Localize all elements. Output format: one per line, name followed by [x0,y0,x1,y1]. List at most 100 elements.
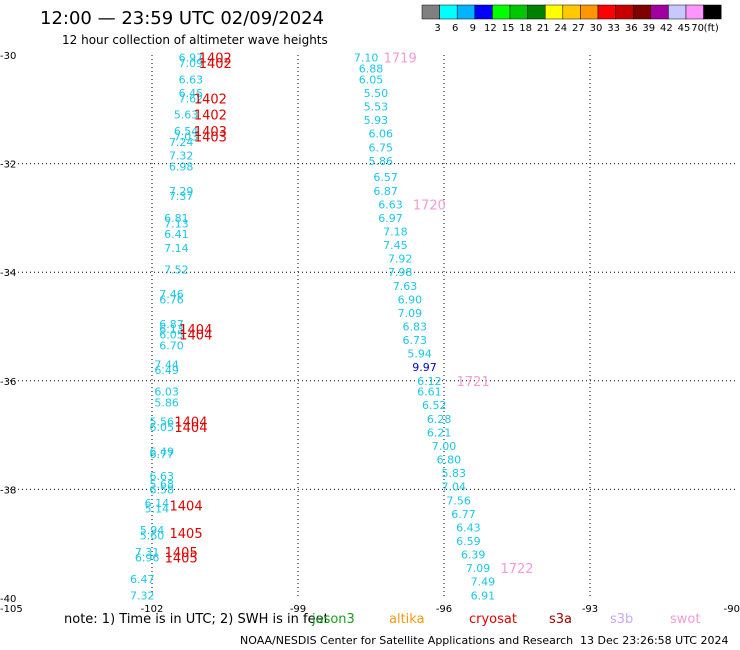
colorbar-tick-label: 30 [590,23,603,34]
grid [6,55,736,598]
pass-time-label: 1403 [194,130,227,145]
swh-value-label: 5.93 [364,114,389,127]
swh-value-label: 7.56 [446,494,471,507]
swh-value-label: 6.90 [398,293,423,306]
colorbar-tick-label: 45 [678,23,691,34]
swh-value-label: 6.41 [164,228,189,241]
swh-value-label: 6.05 [159,329,184,342]
swh-value-label: 6.73 [403,334,428,347]
swh-value-label: 5.83 [441,467,466,480]
pass-time-label: 1402 [199,57,232,72]
swh-value-label: 7.13 [164,217,189,230]
colorbar-tick-label: 33 [607,23,620,34]
swh-value-label: 6.05 [149,421,174,434]
swh-value-label: 6.70 [159,340,184,353]
y-tick-label: -34 [0,268,16,279]
swh-value-label: 6.63 [378,198,403,211]
swh-value-labels: 6.977.096.636.457.625.636.547.037.247.32… [130,52,495,603]
swh-value-label: 7.32 [130,589,155,602]
swh-value-label: 6.96 [135,551,160,564]
colorbar-tick-label: 12 [484,23,497,34]
swh-value-label: 6.05 [359,73,384,86]
pass-time-label: 1405 [165,546,198,561]
x-tick-label: -102 [141,604,164,615]
swh-value-label: 6.75 [368,141,393,154]
legend-item-jason3: jason3 [312,612,355,627]
colorbar-tick-label: 3 [434,23,440,34]
colorbar-tick-label: 18 [519,23,532,34]
swh-value-label: 7.52 [164,263,189,276]
x-tick-label: -93 [582,604,598,615]
swh-value-label: 6.77 [149,448,174,461]
legend-item-altika: altika [389,612,425,627]
swh-value-label: 7.09 [398,307,423,320]
pass-time-label: 1721 [457,375,490,390]
y-tick-label: -40 [0,594,16,605]
swh-value-label: 6.49 [149,445,174,458]
swh-value-label: 6.54 [174,125,199,138]
x-tick-label: -96 [436,604,452,615]
y-tick-label: -36 [0,377,16,388]
colorbar-tick-label: 21 [537,23,550,34]
pass-time-label: 1404 [174,416,207,431]
swh-value-label: 6.88 [359,63,384,76]
pass-time-label: 1404 [179,323,212,338]
swh-value-label: 7.63 [393,280,418,293]
swh-value-label: 6.58 [149,483,174,496]
swh-value-label: 7.09 [466,562,491,575]
swh-value-label: 6.13 [159,323,184,336]
color-scale-legend: 3 6 9 12 15 18 21 24 27 30 33 36 39 42 45 70 (ft) [421,4,722,34]
swh-value-label: 6.21 [427,426,452,439]
swh-value-label: 5.86 [154,397,179,410]
swh-value-label: 5.94 [407,348,432,361]
swh-value-label: 6.52 [422,399,447,412]
swh-value-label: 5.63 [174,109,199,122]
swh-value-label: 7.44 [154,359,179,372]
swh-value-label: 6.97 [378,212,403,225]
swh-value-label: 7.62 [179,92,204,105]
generation-timestamp: 13 Dec 23:26:58 UTC 2024 [580,634,729,647]
pass-time-label: 1404 [170,500,203,515]
swh-value-label: 6.59 [456,535,481,548]
pass-time-label: 1722 [500,562,533,577]
chart-subtitle: 12 hour collection of altimeter wave hei… [62,33,328,47]
chart-title: 12:00 — 23:59 UTC 02/09/2024 [40,8,325,29]
swh-value-label: 6.80 [437,454,462,467]
colorbar-tick-label: 39 [642,23,655,34]
swh-value-label: 5.94 [140,524,165,537]
pass-time-label: 1404 [179,329,212,344]
colorbar-tick-label: 70 [691,23,704,34]
swh-value-label: 7.14 [164,242,189,255]
swh-value-label: 6.63 [179,73,204,86]
pass-time-label: 1405 [165,551,198,566]
colorbar-tick-label: 24 [554,23,567,34]
swh-value-label: 5.68 [149,478,174,491]
swh-value-label: 6.45 [179,87,204,100]
x-tick-label: -90 [724,604,740,615]
swh-value-label: 7.31 [135,546,160,559]
swh-value-label: 6.87 [373,185,398,198]
pass-time-label: 1720 [413,198,446,213]
swh-value-label: 7.32 [169,149,194,162]
colorbar-tick-label: 36 [625,23,638,34]
colorbar-tick-label: 27 [572,23,585,34]
swh-value-label: 7.92 [388,253,413,266]
pass-time-label: 1719 [384,52,417,67]
pass-time-label: 1404 [174,421,207,436]
x-tick-label: -99 [290,604,306,615]
swh-value-label: 6.87 [159,318,184,331]
y-tick-label: -32 [0,160,16,171]
swh-value-label: 7.18 [383,225,408,238]
pass-time-labels: 1402140214021402140314031404140414041404… [165,52,534,577]
legend-item-s3b: s3b [610,612,634,627]
swh-value-label: 6.61 [417,386,442,399]
pass-time-label: 1403 [194,125,227,140]
swh-value-label: 5.60 [140,530,165,543]
swh-value-label: 6.97 [179,52,204,65]
pass-time-label: 1405 [170,527,203,542]
colorbar-tick-label: 15 [502,23,515,34]
swh-value-label: 6.28 [427,413,452,426]
swh-value-label: 6.63 [149,470,174,483]
swh-value-label: 7.46 [159,288,184,301]
colorbar-unit: (ft) [704,23,719,34]
